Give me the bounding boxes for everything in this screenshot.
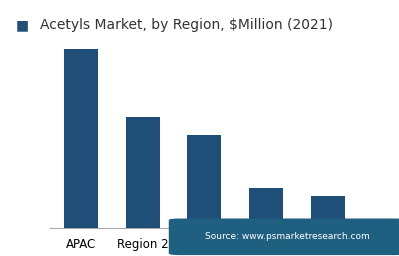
Bar bbox=[311, 196, 345, 228]
Text: Source: www.psmarketresearch.com: Source: www.psmarketresearch.com bbox=[205, 232, 369, 241]
Bar bbox=[249, 188, 283, 228]
FancyBboxPatch shape bbox=[169, 218, 399, 255]
Text: ■: ■ bbox=[16, 18, 29, 32]
Text: Acetyls Market, by Region, $Million (2021): Acetyls Market, by Region, $Million (202… bbox=[40, 18, 333, 32]
Bar bbox=[188, 135, 221, 228]
Bar bbox=[126, 117, 160, 228]
Bar bbox=[64, 49, 98, 228]
